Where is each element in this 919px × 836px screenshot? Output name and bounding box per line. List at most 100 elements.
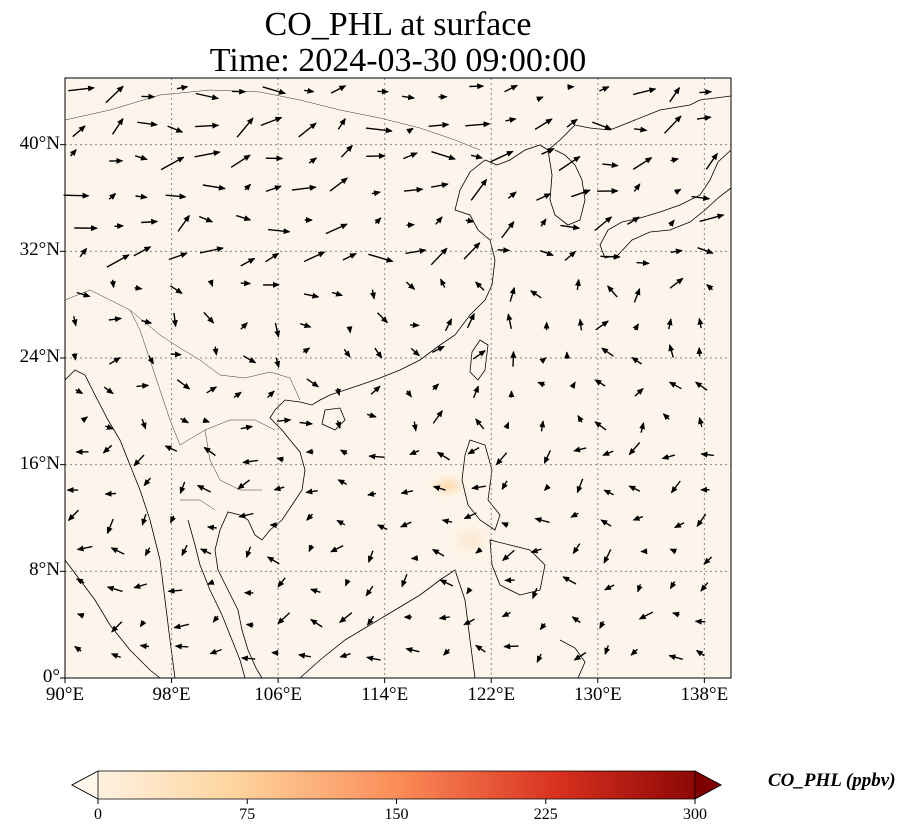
wind-arrow	[700, 451, 714, 458]
wind-arrow	[504, 84, 518, 93]
wind-arrow	[63, 192, 90, 199]
wind-arrow	[139, 619, 147, 628]
wind-arrow	[139, 643, 150, 650]
wind-arrow	[431, 345, 445, 354]
wind-arrow	[167, 587, 183, 594]
wind-arrow	[374, 347, 383, 359]
wind-arrow	[244, 183, 252, 191]
wind-arrow	[136, 382, 150, 389]
map-plot-area	[60, 77, 732, 683]
chart-title-line1: CO_PHL at surface	[264, 6, 532, 43]
wind-arrow	[133, 246, 152, 257]
wind-arrow	[530, 547, 542, 554]
wind-arrow	[334, 388, 341, 397]
wind-arrow	[670, 248, 683, 255]
wind-arrow	[410, 555, 419, 561]
wind-arrow	[374, 217, 382, 225]
wind-arrow	[330, 85, 347, 94]
lon-tick-label: 130°E	[573, 684, 622, 705]
wind-arrow	[507, 191, 517, 199]
wind-arrow	[442, 648, 451, 656]
wind-arrow	[465, 121, 491, 128]
wind-arrow	[401, 573, 408, 588]
co-plume-luzon	[426, 472, 470, 500]
wind-arrow	[365, 585, 374, 597]
wind-arrow	[176, 84, 189, 91]
wind-arrow	[134, 284, 143, 291]
wind-arrow	[237, 479, 251, 490]
wind-arrow	[329, 177, 348, 192]
wind-arrow	[400, 489, 414, 495]
wind-arrow	[240, 257, 256, 267]
wind-arrow	[537, 381, 546, 388]
wind-arrow	[694, 618, 706, 625]
wind-arrow	[342, 252, 357, 261]
wind-arrow	[663, 115, 682, 134]
wind-arrow	[180, 417, 189, 424]
wind-arrow	[604, 584, 615, 591]
wind-arrow	[367, 490, 377, 497]
wind-arrow	[147, 355, 154, 365]
wind-arrow	[502, 549, 515, 562]
wind-arrow	[636, 260, 650, 267]
wind-arrow	[76, 613, 85, 619]
wind-arrow	[236, 117, 254, 138]
colorbar-min-extend	[71, 770, 99, 800]
wind-arrow	[436, 451, 450, 461]
colorbar	[71, 770, 722, 804]
wind-arrow	[140, 418, 147, 430]
wind-arrow	[299, 420, 314, 427]
wind-arrow	[668, 381, 682, 390]
wind-arrow	[71, 316, 78, 327]
wind-arrow	[173, 623, 190, 630]
wind-arrow	[601, 347, 614, 357]
wind-arrow	[703, 556, 713, 565]
wind-arrow	[206, 524, 217, 531]
wind-arrow	[303, 292, 320, 299]
wind-arrow	[430, 182, 449, 189]
lat-tick-label: 24°N	[19, 346, 60, 367]
wind-arrow	[573, 651, 587, 661]
wind-arrow	[199, 548, 212, 555]
wind-arrow	[670, 157, 680, 164]
colorbar-label: CO_PHL (ppbv)	[768, 770, 896, 791]
wind-arrow	[638, 611, 654, 620]
wind-arrow	[403, 152, 418, 160]
wind-arrow	[466, 586, 473, 595]
wind-arrow	[377, 312, 389, 324]
wind-arrow	[343, 348, 351, 358]
wind-arrow	[276, 417, 292, 424]
wind-arrow	[475, 644, 486, 653]
wind-arrow	[669, 581, 677, 590]
wind-arrow	[503, 643, 519, 650]
wind-arrow	[440, 278, 447, 288]
wind-arrow	[303, 251, 326, 263]
wind-arrow	[475, 418, 485, 430]
wind-arrow	[562, 576, 577, 585]
wind-arrow	[104, 490, 116, 497]
wind-arrow	[108, 192, 117, 200]
chart-title-line2: Time: 2024-03-30 09:00:00	[209, 42, 587, 79]
wind-arrow	[240, 655, 256, 662]
wind-arrow	[177, 214, 190, 232]
wind-arrow	[207, 279, 214, 287]
wind-arrow	[103, 386, 114, 395]
wind-arrow	[310, 619, 323, 628]
wind-arrow	[432, 409, 443, 424]
colorbar-tick-label: 225	[533, 806, 558, 823]
wind-arrow	[668, 219, 675, 227]
wind-arrow	[541, 148, 555, 155]
wind-arrow	[539, 357, 547, 364]
wind-arrow	[501, 480, 508, 491]
wind-arrow	[430, 247, 448, 266]
wind-arrow	[133, 583, 147, 589]
wind-arrow	[409, 322, 420, 329]
colorbar-tick-label: 150	[384, 806, 409, 823]
wind-arrow	[570, 511, 579, 518]
wind-arrow	[300, 322, 312, 329]
lon-tick-label: 138°E	[680, 684, 729, 705]
wind-arrow	[600, 253, 621, 260]
wind-arrow	[168, 252, 188, 261]
wind-arrow	[137, 121, 158, 128]
wind-arrow	[594, 216, 613, 232]
